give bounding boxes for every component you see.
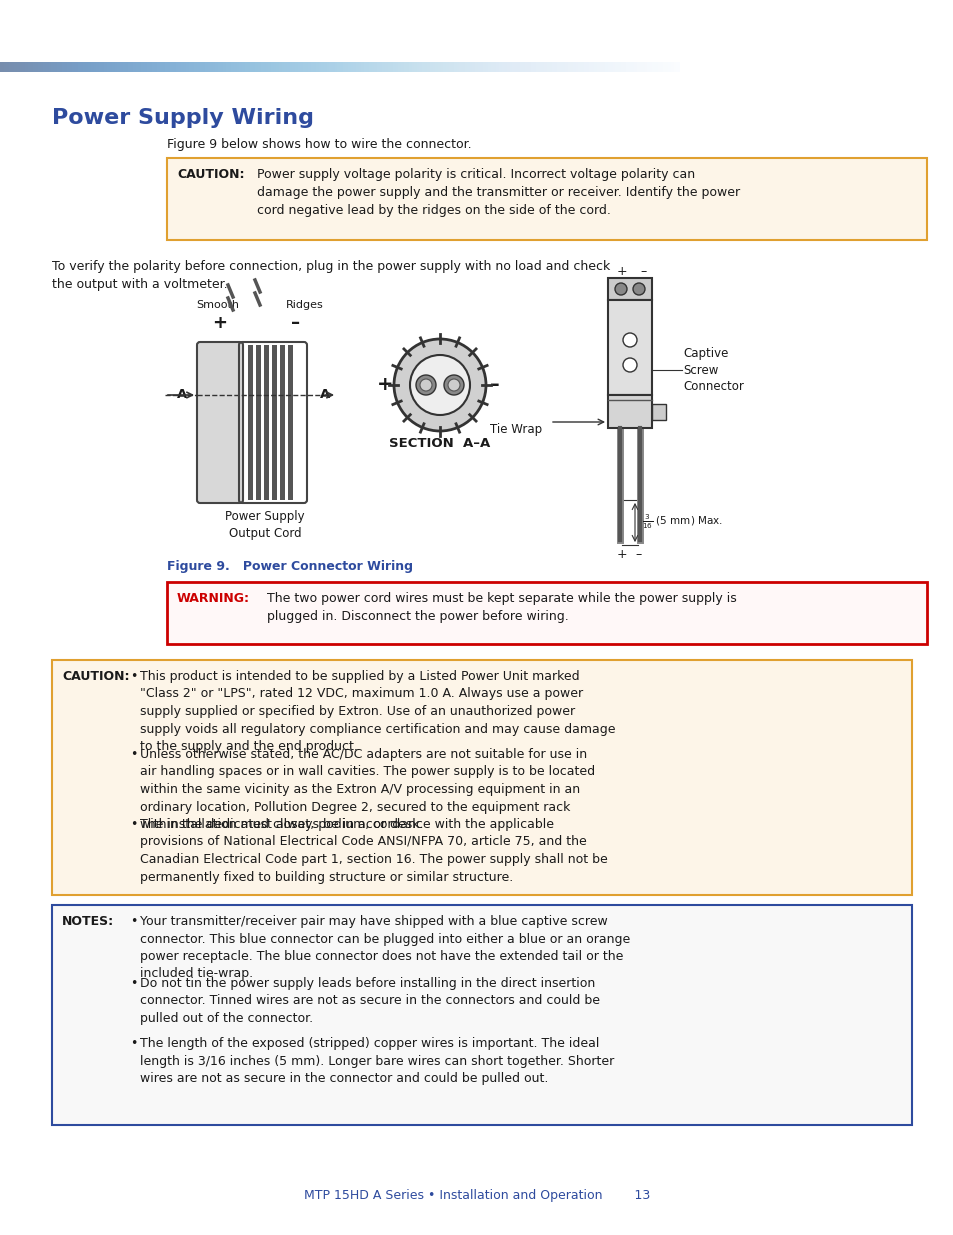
Bar — [255, 345, 261, 500]
Text: •: • — [130, 818, 137, 831]
Circle shape — [443, 375, 463, 395]
Text: +: + — [616, 266, 626, 278]
Text: SECTION  A–A: SECTION A–A — [389, 437, 490, 450]
Circle shape — [622, 358, 637, 372]
FancyBboxPatch shape — [196, 342, 243, 503]
Text: •: • — [130, 915, 137, 927]
Text: Power Supply Wiring: Power Supply Wiring — [52, 107, 314, 128]
Text: Figure 9.   Power Connector Wiring: Figure 9. Power Connector Wiring — [167, 559, 413, 573]
Text: Power supply voltage polarity is critical. Incorrect voltage polarity can
damage: Power supply voltage polarity is critica… — [256, 168, 740, 217]
Text: $\frac{3}{16}$ (5 mm) Max.: $\frac{3}{16}$ (5 mm) Max. — [641, 513, 722, 531]
FancyBboxPatch shape — [52, 905, 911, 1125]
FancyBboxPatch shape — [607, 300, 651, 395]
Text: •: • — [130, 748, 137, 761]
Text: –: – — [635, 548, 640, 561]
Text: A: A — [319, 389, 330, 401]
FancyBboxPatch shape — [167, 158, 926, 240]
Bar — [264, 345, 269, 500]
Text: •: • — [130, 671, 137, 683]
Circle shape — [419, 379, 432, 391]
Bar — [288, 345, 293, 500]
Text: CAUTION:: CAUTION: — [62, 671, 130, 683]
Circle shape — [410, 354, 470, 415]
Text: A: A — [176, 389, 187, 401]
Text: The installation must always be in accordance with the applicable
provisions of : The installation must always be in accor… — [140, 818, 607, 883]
Circle shape — [416, 375, 436, 395]
Bar — [280, 345, 285, 500]
Text: CAUTION:: CAUTION: — [177, 168, 244, 182]
FancyBboxPatch shape — [651, 404, 665, 420]
Text: +: + — [616, 548, 626, 561]
Text: The two power cord wires must be kept separate while the power supply is
plugged: The two power cord wires must be kept se… — [267, 592, 736, 622]
Text: –: – — [639, 266, 645, 278]
FancyBboxPatch shape — [52, 659, 911, 895]
FancyBboxPatch shape — [607, 395, 651, 429]
Text: Your transmitter/receiver pair may have shipped with a blue captive screw
connec: Your transmitter/receiver pair may have … — [140, 915, 630, 981]
Text: Unless otherwise stated, the AC/DC adapters are not suitable for use in
air hand: Unless otherwise stated, the AC/DC adapt… — [140, 748, 595, 831]
Text: Do not tin the power supply leads before installing in the direct insertion
conn: Do not tin the power supply leads before… — [140, 977, 599, 1025]
Text: +: + — [376, 375, 393, 394]
Text: MTP 15HD A Series • Installation and Operation        13: MTP 15HD A Series • Installation and Ope… — [304, 1188, 649, 1202]
Text: Power Supply
Output Cord: Power Supply Output Cord — [225, 510, 305, 540]
Text: Figure 9 below shows how to wire the connector.: Figure 9 below shows how to wire the con… — [167, 138, 471, 151]
Text: +: + — [213, 314, 227, 332]
FancyBboxPatch shape — [167, 582, 926, 643]
Circle shape — [615, 283, 626, 295]
Bar — [272, 345, 276, 500]
Text: Captive
Screw
Connector: Captive Screw Connector — [682, 347, 743, 394]
FancyBboxPatch shape — [607, 278, 651, 300]
Bar — [248, 345, 253, 500]
Text: This product is intended to be supplied by a Listed Power Unit marked
"Class 2" : This product is intended to be supplied … — [140, 671, 615, 753]
Text: Ridges: Ridges — [286, 300, 323, 310]
Text: To verify the polarity before connection, plug in the power supply with no load : To verify the polarity before connection… — [52, 261, 610, 291]
Circle shape — [448, 379, 459, 391]
Text: •: • — [130, 1037, 137, 1050]
Circle shape — [394, 338, 485, 431]
Text: Smooth: Smooth — [196, 300, 239, 310]
Text: •: • — [130, 977, 137, 990]
Circle shape — [622, 333, 637, 347]
Text: –: – — [490, 375, 499, 394]
Text: NOTES:: NOTES: — [62, 915, 114, 927]
Text: –: – — [291, 314, 300, 332]
Text: WARNING:: WARNING: — [177, 592, 250, 605]
Text: The length of the exposed (stripped) copper wires is important. The ideal
length: The length of the exposed (stripped) cop… — [140, 1037, 614, 1086]
Circle shape — [633, 283, 644, 295]
Text: Tie Wrap: Tie Wrap — [490, 424, 541, 436]
